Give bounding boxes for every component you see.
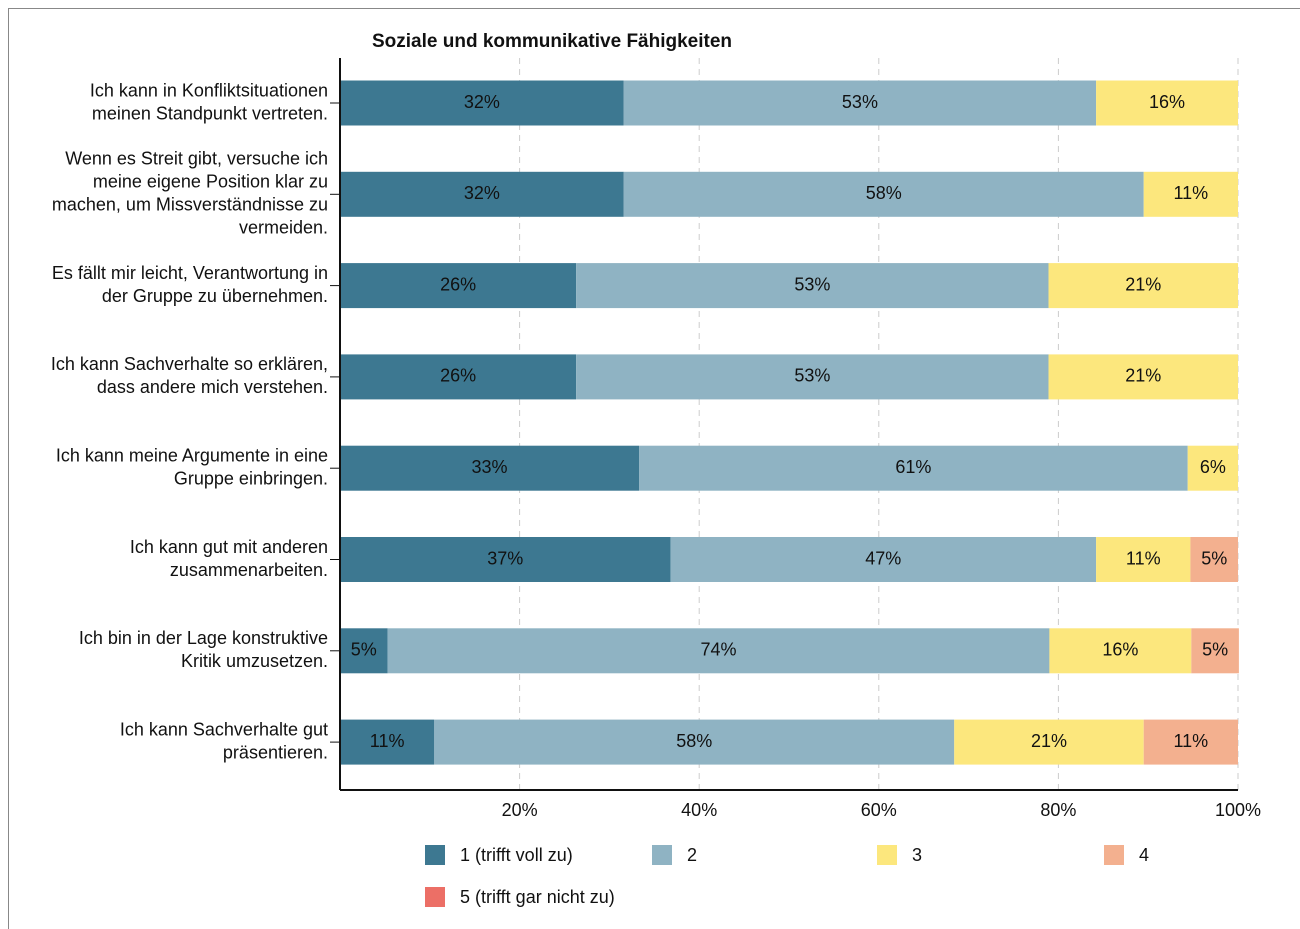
bar-segment	[1048, 354, 1238, 400]
y-tick-label: meinen Standpunkt vertreten.	[92, 103, 328, 123]
value-label: 11%	[1174, 731, 1209, 751]
legend-swatch	[652, 845, 672, 865]
value-label: 53%	[794, 274, 830, 294]
y-tick-label: machen, um Missverständnisse zu	[52, 195, 328, 215]
bar-segment	[1143, 171, 1238, 217]
x-tick-label: 20%	[502, 800, 538, 820]
bar-segment	[340, 719, 435, 765]
value-label: 74%	[700, 640, 736, 660]
bar-segment	[340, 354, 577, 400]
bar-segment	[340, 537, 671, 582]
bar-segment	[639, 445, 1188, 491]
value-label: 21%	[1031, 731, 1067, 751]
value-label: 32%	[464, 92, 500, 112]
legend-swatch	[425, 887, 445, 907]
y-tick-label: Es fällt mir leicht, Verantwortung in	[52, 263, 328, 283]
bar-segment	[340, 445, 640, 491]
value-label: 26%	[440, 366, 476, 386]
value-label: 32%	[464, 183, 500, 203]
value-label: 53%	[842, 92, 878, 112]
y-tick-label: dass andere mich verstehen.	[97, 377, 328, 397]
value-label: 11%	[1126, 548, 1161, 568]
y-tick-label: vermeiden.	[239, 218, 328, 238]
bar-segment	[434, 719, 955, 765]
bar-segment	[340, 80, 624, 126]
bar-segment	[576, 263, 1049, 309]
bar-segment	[1190, 537, 1238, 582]
y-tick-label: Ich kann in Konfliktsituationen	[90, 80, 328, 100]
y-tick-label: Gruppe einbringen.	[174, 468, 328, 488]
bar-segment	[1048, 263, 1238, 309]
value-label: 21%	[1125, 274, 1161, 294]
bar-segment	[1049, 628, 1192, 674]
legend-label: 1 (trifft voll zu)	[460, 845, 573, 865]
value-label: 11%	[370, 731, 405, 751]
y-tick-label: Wenn es Streit gibt, versuche ich	[65, 149, 328, 169]
bar-segment	[340, 263, 577, 309]
bar-segment	[387, 628, 1050, 674]
y-tick-label: Ich kann Sachverhalte gut	[120, 719, 328, 739]
chart-title: Soziale und kommunikative Fähigkeiten	[372, 31, 732, 52]
x-tick-label: 40%	[681, 800, 717, 820]
value-label: 16%	[1149, 92, 1185, 112]
x-tick-label: 60%	[861, 800, 897, 820]
value-label: 37%	[487, 548, 523, 568]
legend-label: 4	[1139, 845, 1149, 865]
bar-segment	[1187, 445, 1238, 491]
value-label: 21%	[1125, 366, 1161, 386]
value-label: 16%	[1102, 640, 1138, 660]
bar-segment	[1096, 80, 1238, 126]
x-tick-label: 100%	[1215, 800, 1261, 820]
y-tick-label: meine eigene Position klar zu	[93, 172, 328, 192]
legend-label: 5 (trifft gar nicht zu)	[460, 887, 615, 907]
bar-segment	[954, 719, 1144, 765]
bar-segment	[340, 628, 388, 674]
value-label: 26%	[440, 274, 476, 294]
bar-segment	[1096, 537, 1191, 582]
bar-segment	[670, 537, 1097, 582]
bar-segment	[1191, 628, 1239, 674]
legend-label: 2	[687, 845, 697, 865]
value-label: 5%	[351, 640, 377, 660]
legend-swatch	[1104, 845, 1124, 865]
bar-segment	[623, 80, 1097, 126]
value-label: 5%	[1201, 548, 1227, 568]
bar-segment	[1143, 719, 1238, 765]
value-label: 33%	[472, 457, 508, 477]
legend-swatch	[877, 845, 897, 865]
y-tick-label: Ich kann meine Argumente in eine	[56, 445, 328, 465]
bar-segment	[576, 354, 1049, 400]
bar-segment	[623, 171, 1144, 217]
value-label: 47%	[865, 548, 901, 568]
y-tick-label: zusammenarbeiten.	[170, 560, 328, 580]
y-tick-label: präsentieren.	[223, 742, 328, 762]
y-tick-label: Ich kann gut mit anderen	[130, 537, 328, 557]
legend-swatch	[425, 845, 445, 865]
value-label: 11%	[1174, 183, 1209, 203]
value-label: 6%	[1200, 457, 1226, 477]
bar-segment	[340, 171, 624, 217]
frame	[8, 8, 1300, 929]
y-tick-label: Kritik umzusetzen.	[181, 651, 328, 671]
y-tick-label: Ich kann Sachverhalte so erklären,	[51, 354, 328, 374]
value-label: 58%	[866, 183, 902, 203]
value-label: 53%	[794, 366, 830, 386]
value-label: 61%	[895, 457, 931, 477]
y-tick-label: der Gruppe zu übernehmen.	[102, 286, 328, 306]
legend-label: 3	[912, 845, 922, 865]
y-tick-label: Ich bin in der Lage konstruktive	[79, 628, 328, 648]
x-tick-label: 80%	[1040, 800, 1076, 820]
value-label: 5%	[1202, 640, 1228, 660]
value-label: 58%	[676, 731, 712, 751]
